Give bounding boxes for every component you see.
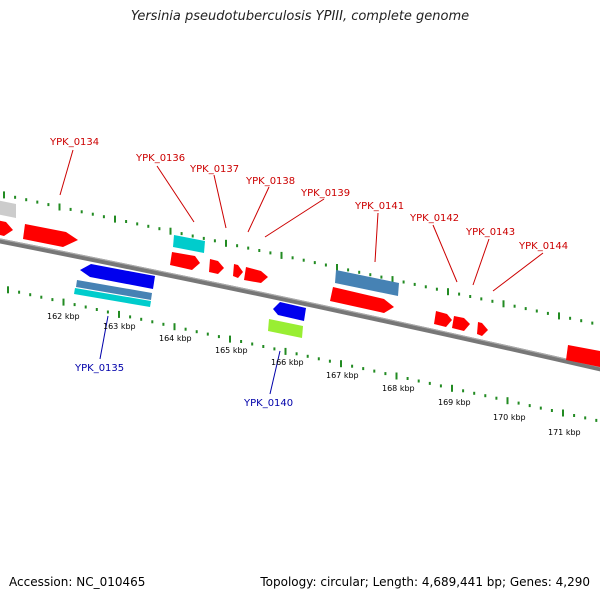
scale-label: 169 kbp bbox=[438, 398, 471, 407]
leader-YPK_0136 bbox=[156, 165, 195, 223]
leader-YPK_0134 bbox=[59, 149, 74, 196]
outer-tick-ring bbox=[3, 191, 594, 325]
gene-forward bbox=[23, 224, 78, 247]
leader-YPK_0144 bbox=[492, 252, 544, 292]
scale-labels: 162 kbp 163 kbp 164 kbp 165 kbp 166 kbp … bbox=[47, 312, 581, 437]
gene-forward bbox=[170, 252, 200, 270]
leader-YPK_0143 bbox=[472, 238, 490, 286]
gene-label-YPK_0143: YPK_0143 bbox=[465, 227, 515, 238]
gene-label-YPK_0140: YPK_0140 bbox=[243, 398, 293, 409]
feature-cyan bbox=[74, 288, 151, 307]
gene-forward bbox=[330, 287, 394, 313]
gene-forward bbox=[477, 322, 488, 336]
inner-tick-ring bbox=[7, 286, 598, 422]
feature-green bbox=[268, 319, 303, 338]
gene-label-YPK_0144: YPK_0144 bbox=[518, 241, 568, 252]
leader-YPK_0142 bbox=[432, 224, 458, 283]
scale-label: 168 kbp bbox=[382, 384, 415, 393]
scale-label: 165 kbp bbox=[215, 346, 248, 355]
gene-forward bbox=[566, 345, 600, 367]
gene-reverse bbox=[80, 264, 155, 289]
gene-features bbox=[0, 200, 600, 367]
feature-cyan bbox=[173, 235, 205, 253]
leader-YPK_0140 bbox=[269, 350, 281, 395]
label-leaders bbox=[59, 149, 544, 395]
gene-forward bbox=[233, 264, 243, 278]
gene-label-YPK_0139: YPK_0139 bbox=[300, 188, 350, 199]
leader-YPK_0137 bbox=[213, 174, 227, 229]
genome-stats-text: Topology: circular; Length: 4,689,441 bp… bbox=[260, 575, 590, 589]
map-title: Yersinia pseudotuberculosis YPIII, compl… bbox=[130, 9, 470, 24]
gene-label-YPK_0134: YPK_0134 bbox=[49, 137, 99, 148]
scale-label: 170 kbp bbox=[493, 413, 526, 422]
reverse-gene-labels: YPK_0135 YPK_0140 bbox=[74, 363, 293, 409]
scale-label: 164 kbp bbox=[159, 334, 192, 343]
scale-label: 162 kbp bbox=[47, 312, 80, 321]
gene-label-YPK_0136: YPK_0136 bbox=[135, 153, 185, 164]
leader-YPK_0139 bbox=[264, 198, 325, 238]
leader-YPK_0141 bbox=[374, 212, 379, 263]
leader-YPK_0135 bbox=[99, 315, 109, 360]
accession-text: Accession: NC_010465 bbox=[9, 575, 146, 589]
scale-label: 171 kbp bbox=[548, 428, 581, 437]
scale-label: 167 kbp bbox=[326, 371, 359, 380]
gene-forward bbox=[434, 311, 452, 327]
gene-label-YPK_0141: YPK_0141 bbox=[354, 201, 404, 212]
gene-forward bbox=[209, 259, 224, 274]
gene-reverse bbox=[273, 302, 306, 321]
gene-forward bbox=[244, 267, 268, 283]
feature-steel bbox=[76, 280, 152, 300]
genome-backbone bbox=[0, 238, 600, 372]
gene-label-YPK_0137: YPK_0137 bbox=[189, 164, 239, 175]
scale-label: 166 kbp bbox=[271, 358, 304, 367]
gene-label-YPK_0142: YPK_0142 bbox=[409, 213, 459, 224]
gene-forward bbox=[0, 220, 13, 236]
scale-label: 163 kbp bbox=[103, 322, 136, 331]
forward-gene-labels: YPK_0134 YPK_0136 YPK_0137 YPK_0138 YPK_… bbox=[49, 137, 568, 252]
gene-label-YPK_0135: YPK_0135 bbox=[74, 363, 124, 374]
leader-YPK_0138 bbox=[247, 186, 270, 233]
gene-forward bbox=[452, 316, 470, 331]
gene-label-YPK_0138: YPK_0138 bbox=[245, 176, 295, 187]
feature-grey bbox=[0, 200, 16, 218]
feature-steel bbox=[335, 270, 399, 296]
